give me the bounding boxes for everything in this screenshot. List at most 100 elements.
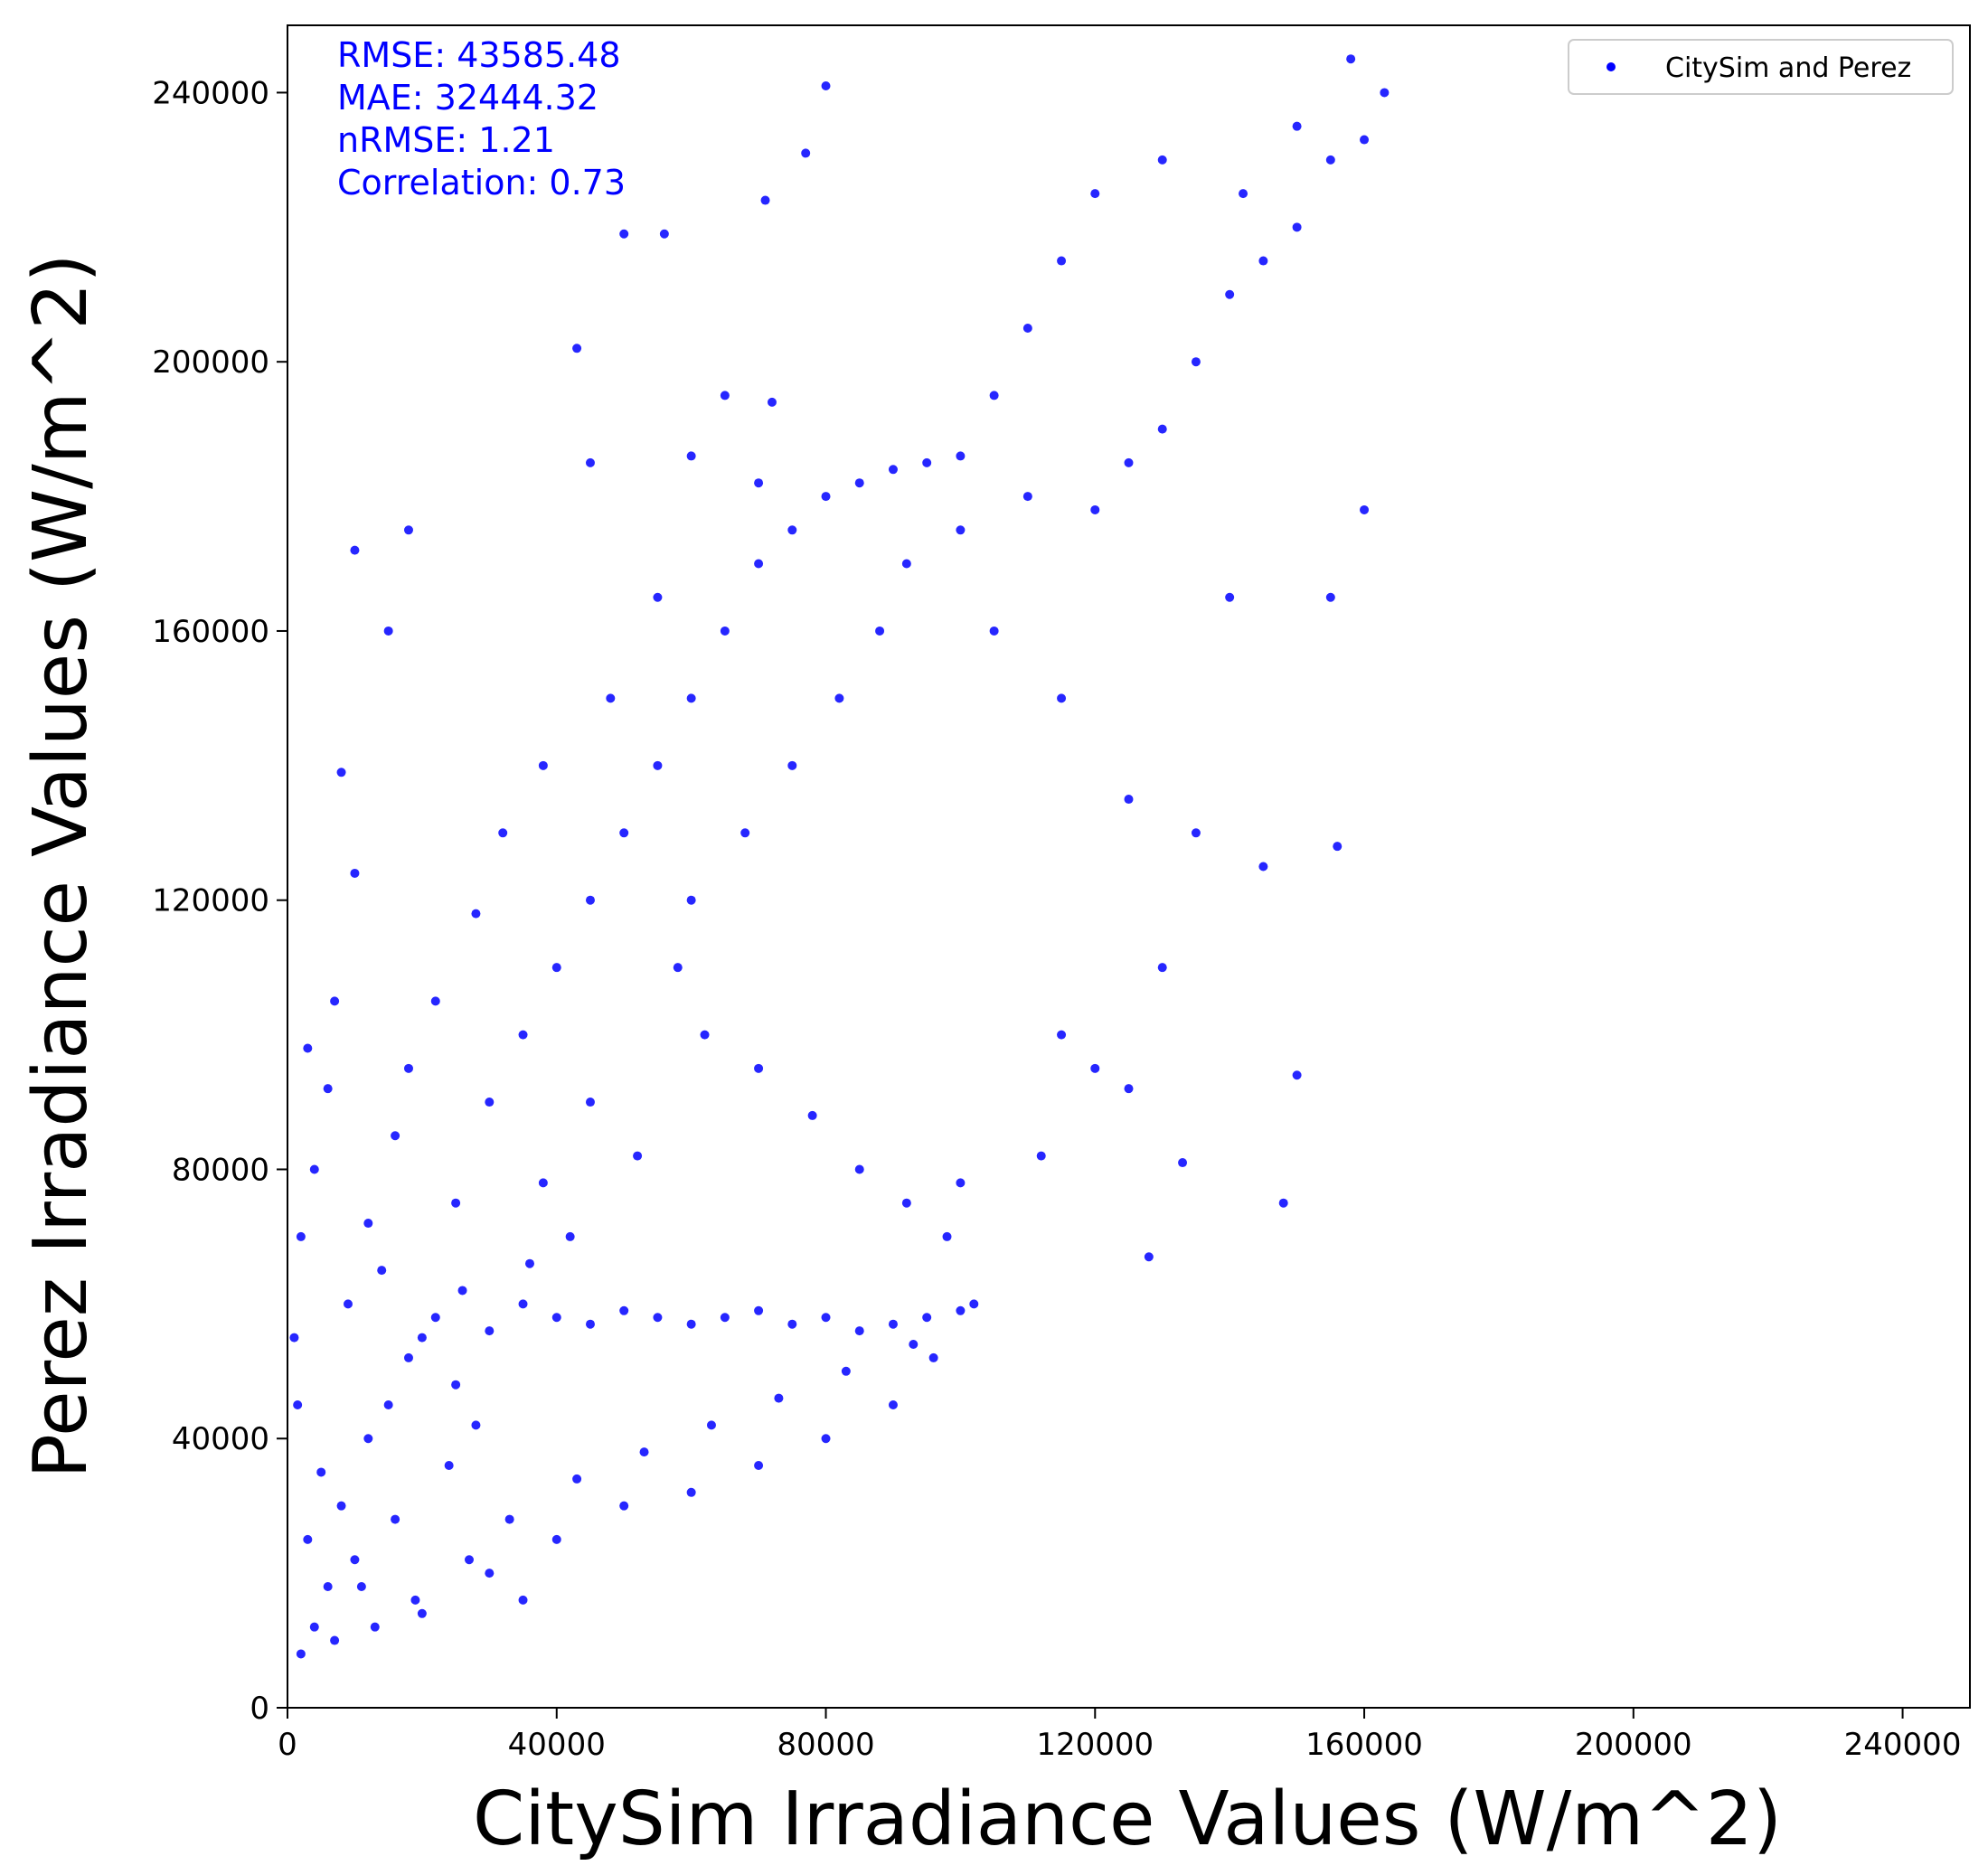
scatter-point — [754, 1063, 764, 1073]
scatter-point — [1258, 256, 1268, 266]
scatter-point — [1325, 592, 1335, 602]
scatter-point — [653, 592, 663, 602]
scatter-point — [538, 1178, 548, 1188]
scatter-point — [403, 1063, 413, 1073]
scatter-point — [471, 1420, 481, 1430]
scatter-point — [821, 1434, 831, 1444]
scatter-point — [585, 1319, 595, 1329]
stat-correlation: Correlation: 0.73 — [337, 163, 626, 203]
scatter-point — [1178, 1158, 1188, 1168]
scatter-point — [350, 868, 360, 878]
scatter-point — [1333, 842, 1343, 852]
scatter-point — [787, 525, 797, 535]
scatter-point — [787, 1319, 797, 1329]
scatter-point — [875, 626, 885, 636]
scatter-point — [1225, 592, 1235, 602]
scatter-point — [471, 909, 481, 919]
y-tick-label: 200000 — [152, 344, 269, 381]
stat-nrmse: nRMSE: 1.21 — [337, 120, 555, 160]
scatter-point — [1191, 828, 1201, 838]
scatter-point — [956, 1178, 966, 1188]
scatter-point — [720, 1313, 730, 1323]
scatter-point — [572, 344, 582, 353]
scatter-point — [303, 1534, 313, 1544]
scatter-point — [1325, 155, 1335, 165]
legend-box — [1568, 39, 1954, 95]
scatter-point — [417, 1608, 427, 1618]
scatter-point — [619, 229, 629, 239]
scatter-point — [686, 1487, 696, 1497]
stat-rmse: RMSE: 43585.48 — [337, 35, 621, 75]
scatter-point — [706, 1420, 716, 1430]
scatter-point — [888, 465, 898, 475]
scatter-point — [1036, 1151, 1046, 1161]
x-axis-label: CitySim Irradiance Values (W/m^2) — [473, 1776, 1782, 1862]
scatter-point — [1157, 424, 1167, 434]
x-tick-label: 40000 — [508, 1727, 606, 1763]
y-axis-label: Perez Irradiance Values (W/m^2) — [18, 254, 104, 1479]
scatter-point — [391, 1514, 400, 1524]
scatter-point — [1157, 155, 1167, 165]
scatter-point — [801, 148, 811, 158]
scatter-point — [524, 1258, 534, 1268]
scatter-point — [956, 451, 966, 461]
scatter-point — [1057, 693, 1067, 703]
plot-frame — [287, 24, 1971, 1709]
scatter-point — [485, 1098, 495, 1107]
y-tick-label: 160000 — [152, 614, 269, 650]
scatter-point — [754, 559, 764, 569]
scatter-point — [1124, 795, 1134, 805]
scatter-point — [391, 1131, 400, 1141]
scatter-point — [686, 895, 696, 905]
scatter-point — [370, 1622, 380, 1632]
scatter-point — [619, 1305, 629, 1315]
y-tick-label: 0 — [250, 1691, 269, 1727]
scatter-point — [1278, 1198, 1288, 1208]
scatter-point — [740, 828, 750, 838]
scatter-point — [928, 1352, 938, 1362]
scatter-point — [686, 1319, 696, 1329]
scatter-point — [673, 963, 683, 973]
scatter-point — [585, 457, 595, 467]
scatter-point — [485, 1569, 495, 1578]
scatter-point — [686, 693, 696, 703]
legend-marker — [1606, 62, 1616, 71]
x-tick-label: 0 — [278, 1727, 297, 1763]
scatter-point — [767, 397, 777, 407]
stat-mae: MAE: 32444.32 — [337, 78, 598, 118]
scatter-point — [403, 1352, 413, 1362]
scatter-point — [888, 1400, 898, 1410]
scatter-point — [909, 1340, 919, 1350]
scatter-point — [1124, 457, 1134, 467]
scatter-point — [760, 195, 770, 205]
x-tick-label: 200000 — [1575, 1727, 1692, 1763]
scatter-point — [807, 1110, 817, 1120]
scatter-point — [956, 1305, 966, 1315]
scatter-point — [551, 1313, 561, 1323]
scatter-point — [336, 1501, 346, 1511]
scatter-point — [639, 1447, 649, 1457]
y-tick-label: 40000 — [172, 1421, 269, 1457]
scatter-point — [1090, 504, 1100, 514]
scatter-point — [606, 693, 616, 703]
scatter-point — [538, 760, 548, 770]
scatter-point — [289, 1333, 299, 1343]
scatter-point — [383, 626, 393, 636]
x-tick-label: 120000 — [1036, 1727, 1154, 1763]
scatter-point — [330, 1635, 340, 1645]
x-axis-ticks: 0 40000 80000 120000 160000 200000 240000 — [278, 1708, 1961, 1763]
scatter-point — [451, 1198, 461, 1208]
scatter-point — [403, 525, 413, 535]
y-axis-ticks: 0 40000 80000 120000 160000 200000 240000 — [152, 75, 287, 1727]
scatter-point — [901, 559, 911, 569]
y-tick-label: 240000 — [152, 75, 269, 111]
scatter-point — [498, 828, 508, 838]
points-layer — [289, 54, 1390, 1659]
scatter-point — [1360, 135, 1370, 145]
scatter-point — [653, 1313, 663, 1323]
scatter-point — [323, 1084, 333, 1094]
scatter-point — [518, 1595, 528, 1605]
scatter-point — [854, 1326, 864, 1336]
scatter-point — [841, 1366, 851, 1376]
